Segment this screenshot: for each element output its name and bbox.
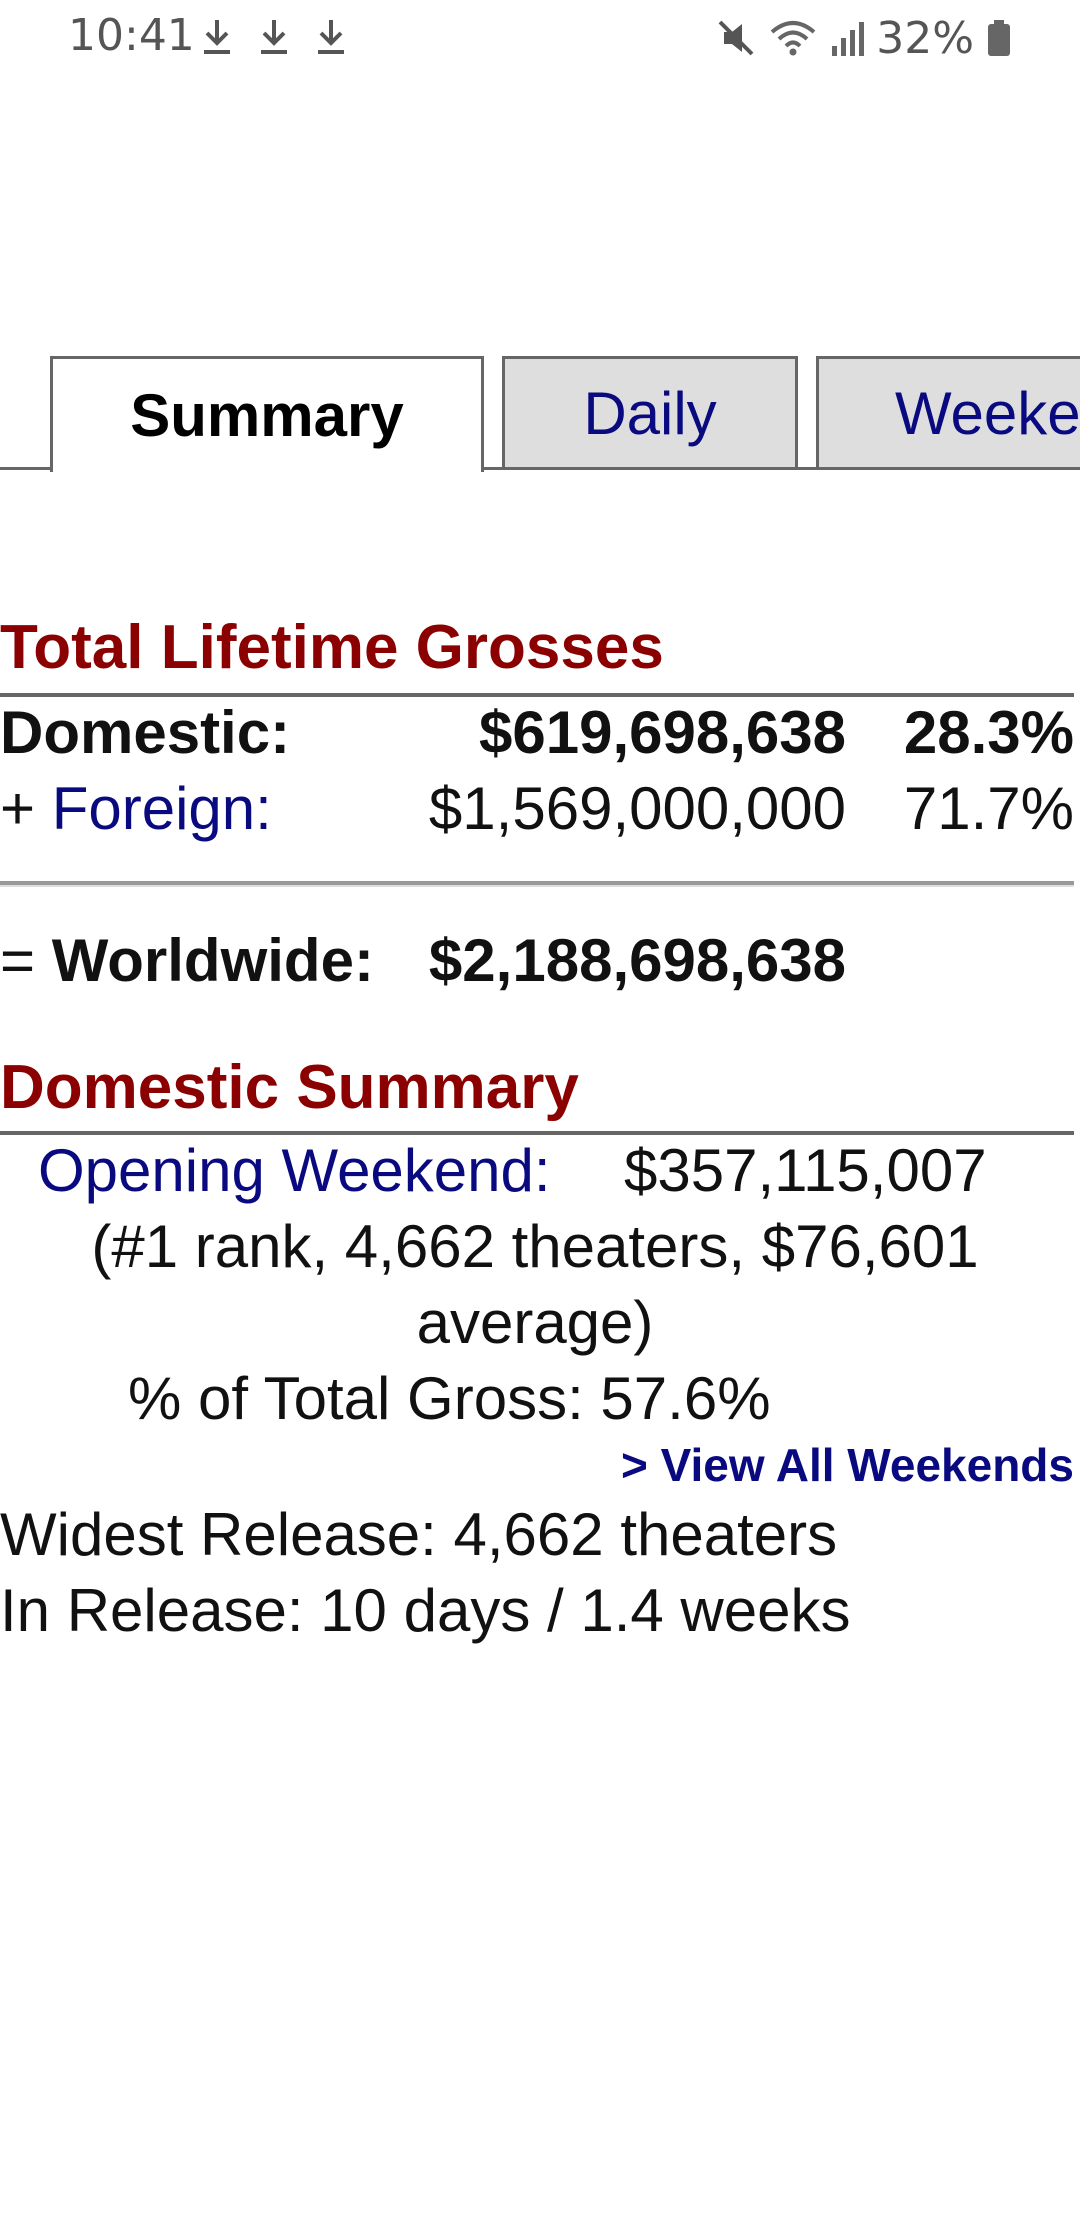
tab-summary[interactable]: Summary: [50, 356, 484, 472]
foreign-percent: 71.7%: [903, 775, 1074, 842]
download-icon: [318, 20, 344, 54]
worldwide-label: Worldwide:: [51, 927, 374, 994]
lifetime-title-rule: [0, 693, 1074, 697]
foreign-row-label: + Foreign:: [0, 774, 272, 843]
status-icons: 32%: [704, 10, 1012, 66]
worldwide-rule: [0, 881, 1074, 885]
domestic-percent: 28.3%: [903, 699, 1074, 766]
status-bar: 10:41 32%: [0, 0, 1080, 76]
wifi-icon: [770, 21, 816, 56]
tab-daily[interactable]: Daily: [502, 356, 798, 467]
foreign-prefix: +: [0, 775, 52, 842]
mute-icon: [718, 20, 754, 56]
download-icon: [261, 20, 287, 54]
in-release: In Release: 10 days / 1.4 weeks: [0, 1577, 851, 1644]
signal-icon: [832, 22, 865, 56]
download-icon: [204, 20, 230, 54]
domestic-label: Domestic:: [0, 699, 291, 766]
opening-weekend-detail-line2: average): [416, 1289, 654, 1356]
opening-weekend-link[interactable]: Opening Weekend:: [38, 1137, 551, 1204]
status-time: 10:41: [68, 10, 195, 61]
worldwide-value: $2,188,698,638: [428, 927, 846, 994]
opening-weekend-detail-line1: (#1 rank, 4,662 theaters, $76,601: [91, 1213, 979, 1280]
lifetime-grosses-title: Total Lifetime Grosses: [0, 613, 664, 682]
widest-release: Widest Release: 4,662 theaters: [0, 1501, 838, 1568]
tab-weekend[interactable]: Weeke: [816, 356, 1080, 467]
domestic-summary-title: Domestic Summary: [0, 1053, 579, 1122]
worldwide-row: = Worldwide:: [0, 926, 374, 995]
foreign-link[interactable]: Foreign:: [51, 775, 272, 842]
opening-weekend-value: $357,115,007: [624, 1137, 987, 1204]
domestic-value: $619,698,638: [478, 699, 846, 766]
view-all-weekends-link[interactable]: > View All Weekends: [621, 1439, 1074, 1491]
battery-percent: 32%: [876, 12, 974, 64]
tab-baseline: [0, 467, 1080, 470]
domestic-summary-rule: [0, 1131, 1074, 1135]
battery-icon: [988, 20, 1010, 56]
percent-total-gross: % of Total Gross: 57.6%: [128, 1365, 771, 1432]
worldwide-prefix: =: [0, 927, 52, 994]
foreign-value: $1,569,000,000: [428, 775, 846, 842]
